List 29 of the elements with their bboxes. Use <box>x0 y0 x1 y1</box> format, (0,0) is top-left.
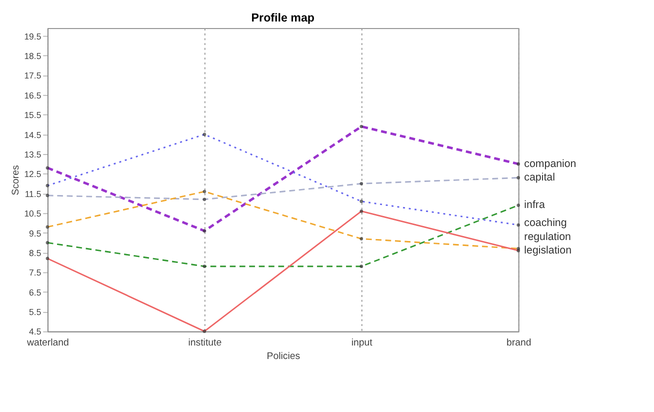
x-tick-label: input <box>351 337 373 348</box>
y-tick-label: 9.5 <box>29 228 42 238</box>
series-label: capital <box>524 172 555 184</box>
x-tick-label: brand <box>506 337 532 348</box>
y-tick-label: 15.5 <box>24 110 42 120</box>
x-tick-label: waterland <box>26 337 69 348</box>
chart-title: Profile map <box>251 11 315 24</box>
y-tick-label: 13.5 <box>24 149 42 160</box>
x-axis-title: Policies <box>266 350 300 362</box>
y-tick-label: 8.5 <box>29 248 42 258</box>
y-tick-label: 16.5 <box>24 90 42 100</box>
y-tick-label: 17.5 <box>24 70 42 81</box>
y-tick-label: 14.5 <box>24 130 42 140</box>
y-tick-label: 4.5 <box>29 326 42 337</box>
y-tick-label: 18.5 <box>24 51 42 62</box>
series-label: companion <box>524 158 576 170</box>
y-tick-label: 6.5 <box>29 287 42 298</box>
y-tick-label: 19.5 <box>24 31 42 42</box>
y-tick-label: 10.5 <box>24 208 42 219</box>
series-label: legislation <box>524 244 572 256</box>
series-label: infra <box>524 199 545 212</box>
y-axis-title: Scores <box>10 164 22 196</box>
y-tick-label: 5.5 <box>29 307 42 318</box>
y-tick-label: 12.5 <box>24 169 42 180</box>
y-tick-label: 11.5 <box>24 188 42 199</box>
y-tick-label: 7.5 <box>29 268 42 278</box>
series-label: coaching <box>524 217 567 230</box>
series-label: regulation <box>524 230 571 243</box>
x-tick-label: institute <box>188 337 222 348</box>
